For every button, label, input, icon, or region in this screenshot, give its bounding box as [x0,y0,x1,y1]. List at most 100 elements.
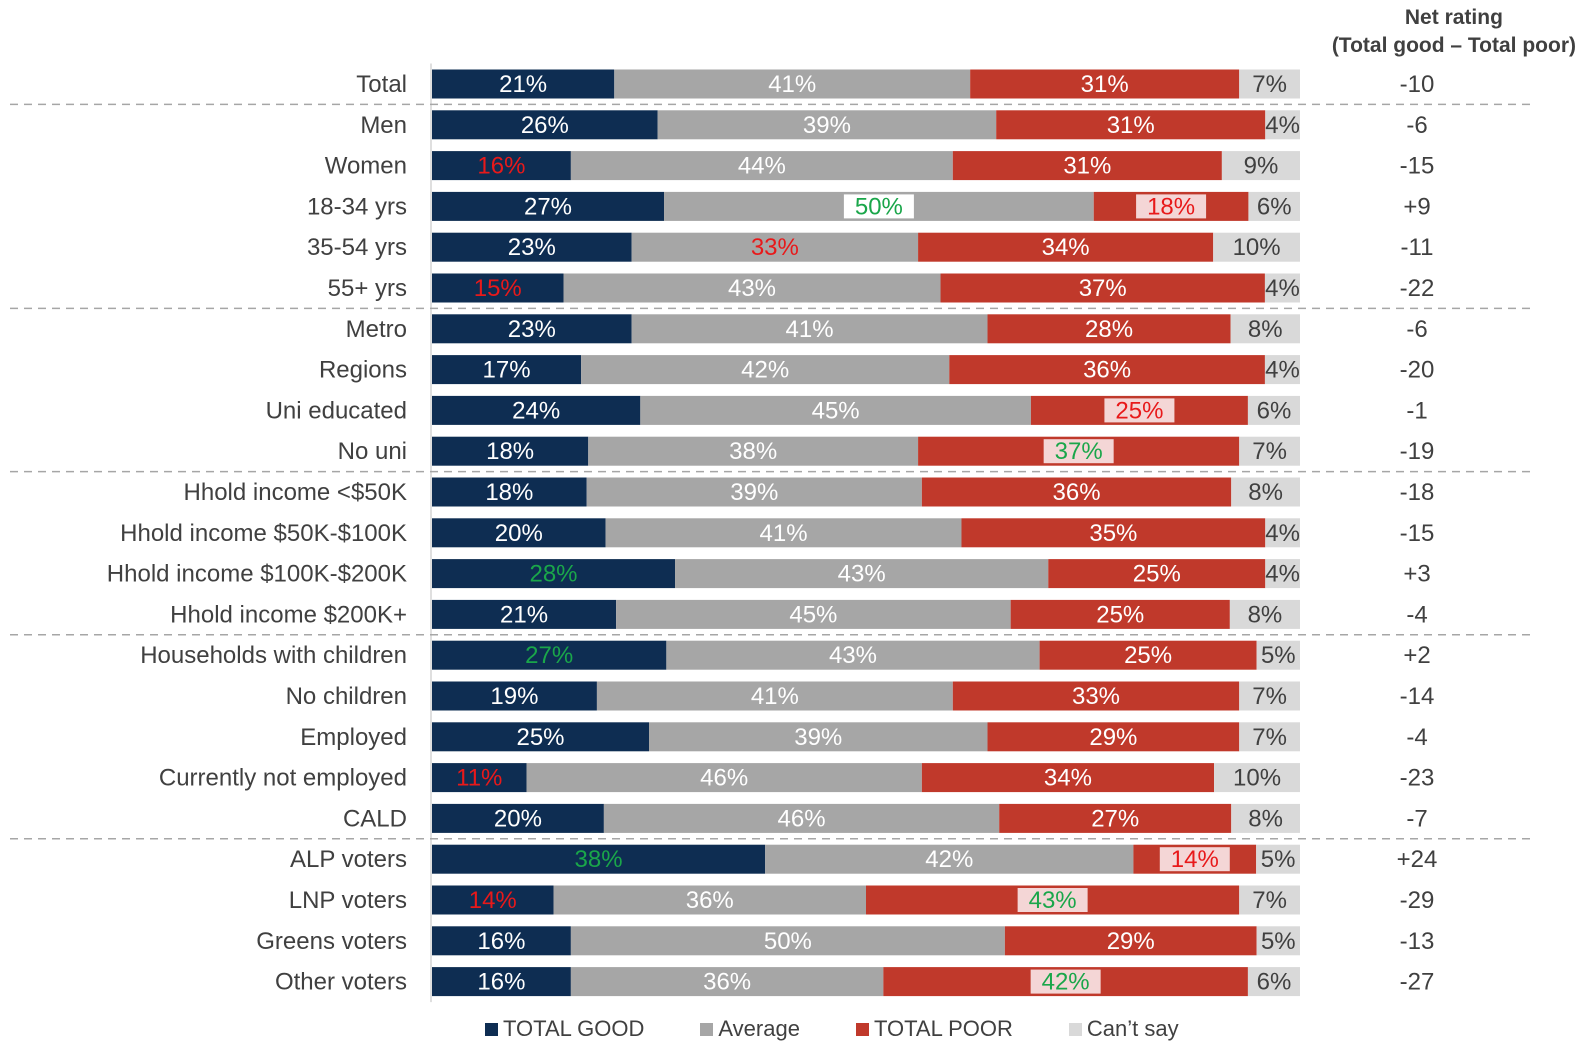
data-label: 38% [729,438,777,465]
data-label: 6% [1257,193,1292,220]
bar-segment-0 [432,191,665,221]
bar-row: Hhold income $100K-$200K 28% 43% 25% 4% +3 [107,559,1431,589]
data-label: 50% [855,193,903,220]
category-label: Uni educated [266,397,407,424]
bar-row: Uni educated 24% 45% 25% 6% -1 [266,395,1428,425]
category-label: Hhold income $100K-$200K [107,561,407,588]
bar-segment-3 [1239,69,1300,99]
net-rating-value: -6 [1406,112,1427,139]
data-label: 4% [1265,112,1300,139]
bar-row: Regions 17% 42% 36% 4% -20 [319,355,1434,385]
data-label: 43% [838,561,886,588]
data-label: 41% [751,683,799,710]
net-rating-value: -10 [1400,71,1435,98]
bar-segment-1 [614,69,971,99]
legend-label: TOTAL GOOD [503,1016,645,1041]
data-label: 36% [1053,479,1101,506]
bar-segment-0 [432,967,571,997]
bar-segment-2 [987,722,1240,752]
bar-segment-3 [1239,722,1300,752]
data-label: 6% [1257,397,1292,424]
bar-segment-3 [1265,559,1300,589]
bar-segment-2 [940,273,1265,303]
category-label: 18-34 yrs [307,193,407,220]
data-label: 36% [703,969,751,996]
data-label: 42% [1042,969,1090,996]
data-label: 27% [524,193,572,220]
value-callout-box [843,194,914,219]
net-rating-value: -18 [1400,479,1435,506]
bar-segment-2 [970,69,1240,99]
data-label: 45% [789,601,837,628]
bar-row: Employed 25% 39% 29% 7% -4 [300,722,1428,752]
bar-segment-2 [918,232,1214,262]
data-label: 26% [521,112,569,139]
bar-segment-0 [432,355,582,385]
category-label: Households with children [140,642,407,669]
bar-segment-3 [1214,763,1300,793]
bar-segment-0 [432,518,606,548]
bar-segment-2 [921,763,1215,793]
bar-segment-1 [526,763,922,793]
bar-segment-2 [996,110,1266,140]
bar-segment-1 [616,599,1011,629]
data-label: 18% [486,438,534,465]
data-label: 8% [1248,316,1283,343]
bar-segment-2 [1004,926,1257,956]
data-label: 46% [778,805,826,832]
net-rating-value: -7 [1406,805,1427,832]
data-label: 43% [728,275,776,302]
net-rating-value: -4 [1406,601,1427,628]
data-label: 4% [1265,357,1300,384]
data-label: 31% [1081,71,1129,98]
net-rating-value: -23 [1400,765,1435,792]
value-callout-box [1043,439,1114,464]
bar-segment-3 [1247,395,1300,425]
bar-segment-3 [1231,477,1300,507]
data-label: 34% [1042,234,1090,261]
bar-segment-0 [432,273,564,303]
bar-segment-3 [1213,232,1300,262]
category-label: Total [356,71,407,98]
data-label: 4% [1265,275,1300,302]
value-callout-box [1104,398,1175,423]
data-label: 7% [1252,887,1287,914]
bar-segment-0 [432,232,632,262]
data-label: 8% [1248,805,1283,832]
value-callout-box [1159,847,1230,872]
bar-row: No children 19% 41% 33% 7% -14 [286,681,1435,711]
bar-segment-0 [432,314,632,344]
data-label: 20% [495,520,543,547]
data-label: 42% [925,846,973,873]
net-rating-value: -14 [1400,683,1435,710]
bar-segment-3 [1265,518,1300,548]
data-label: 31% [1107,112,1155,139]
data-label: 35% [1089,520,1137,547]
legend-item: Can’t say [1068,1016,1179,1042]
bar-segment-3 [1264,273,1300,303]
data-label: 14% [469,887,517,914]
bar-segment-0 [432,151,571,181]
bar-segment-3 [1256,640,1300,670]
category-label: Women [325,153,407,180]
bar-segment-3 [1265,110,1300,140]
bar-row: Other voters 16% 36% 42% 6% -27 [275,967,1434,997]
bar-segment-1 [649,722,988,752]
net-rating-value: -13 [1400,928,1435,955]
data-label: 14% [1171,846,1219,873]
bar-segment-1 [553,885,866,915]
bar-row: Metro 23% 41% 28% 8% -6 [346,314,1428,344]
data-label: 23% [508,234,556,261]
data-label: 29% [1107,928,1155,955]
data-label: 46% [700,765,748,792]
data-label: 28% [529,561,577,588]
data-label: 7% [1252,724,1287,751]
net-rating-value: -6 [1406,316,1427,343]
net-rating-value: -4 [1406,724,1427,751]
data-label: 43% [1029,887,1077,914]
bar-segment-3 [1239,885,1300,915]
data-label: 8% [1248,479,1283,506]
data-label: 18% [1147,193,1195,220]
bar-segment-2 [1010,599,1230,629]
data-label: 43% [829,642,877,669]
